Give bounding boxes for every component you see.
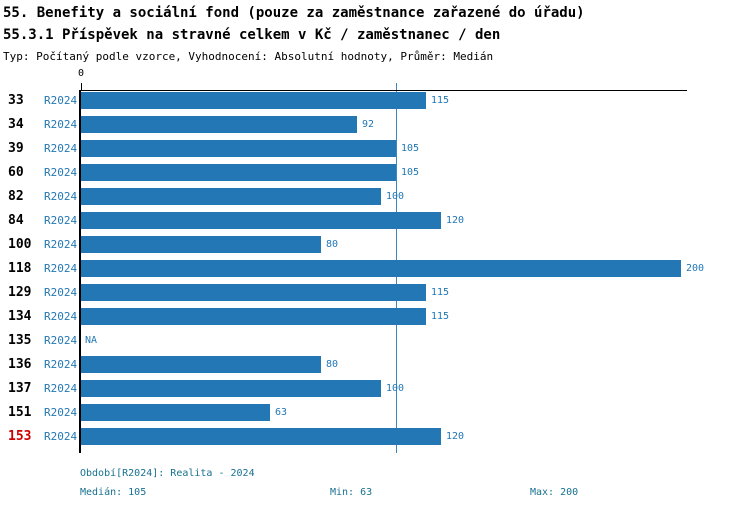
row-category-label: 151 (8, 405, 32, 420)
chart-row: 136 R2024 80 (0, 356, 750, 373)
row-value-label: 80 (326, 359, 339, 370)
footer-median: Medián: 105 (80, 487, 147, 498)
x-axis-zero-label: 0 (77, 68, 85, 79)
chart-row: 151 R2024 63 (0, 404, 750, 421)
row-series-label: R2024 (44, 406, 78, 419)
footer-min: Min: 63 (330, 487, 373, 498)
chart-row: 33 R2024 115 (0, 92, 750, 109)
row-category-label: 39 (8, 141, 24, 156)
chart-row: 135 R2024 NA (0, 332, 750, 349)
row-category-label: 136 (8, 357, 32, 372)
row-series-label: R2024 (44, 430, 78, 443)
row-category-label: 33 (8, 93, 24, 108)
bar (81, 236, 321, 253)
row-value-label: 120 (446, 431, 465, 442)
row-value-label: 100 (386, 383, 405, 394)
bar (81, 260, 681, 277)
row-series-label: R2024 (44, 166, 78, 179)
row-value-label: 200 (686, 263, 705, 274)
chart-row: 134 R2024 115 (0, 308, 750, 325)
footer-max: Max: 200 (530, 487, 579, 498)
bar (81, 380, 381, 397)
row-category-label: 134 (8, 309, 32, 324)
row-series-label: R2024 (44, 310, 78, 323)
row-category-label: 135 (8, 333, 32, 348)
bar (81, 188, 381, 205)
row-value-label: 105 (401, 167, 420, 178)
bar (81, 140, 396, 157)
row-value-label: 92 (362, 119, 375, 130)
row-value-label: 63 (275, 407, 288, 418)
chart-row: 118 R2024 200 (0, 260, 750, 277)
x-axis-zero-tick (81, 83, 82, 90)
row-category-label: 153 (8, 429, 32, 444)
row-category-label: 84 (8, 213, 24, 228)
row-value-label: 100 (386, 191, 405, 202)
row-category-label: 129 (8, 285, 32, 300)
footer-period: Období[R2024]: Realita - 2024 (80, 468, 255, 479)
chart-row: 129 R2024 115 (0, 284, 750, 301)
chart-row: 84 R2024 120 (0, 212, 750, 229)
row-series-label: R2024 (44, 214, 78, 227)
row-category-label: 60 (8, 165, 24, 180)
row-series-label: R2024 (44, 190, 78, 203)
row-value-label: 115 (431, 287, 450, 298)
report-title: 55. Benefity a sociální fond (pouze za z… (3, 5, 585, 21)
row-series-label: R2024 (44, 238, 78, 251)
row-value-label: 120 (446, 215, 465, 226)
chart-row: 34 R2024 92 (0, 116, 750, 133)
bar (81, 164, 396, 181)
chart-row: 82 R2024 100 (0, 188, 750, 205)
row-category-label: 82 (8, 189, 24, 204)
chart-row: 137 R2024 100 (0, 380, 750, 397)
bar (81, 404, 270, 421)
row-value-label: 115 (431, 95, 450, 106)
bar (81, 116, 357, 133)
row-category-label: 137 (8, 381, 32, 396)
bar (81, 284, 426, 301)
bar (81, 212, 441, 229)
row-value-label: 80 (326, 239, 339, 250)
row-category-label: 34 (8, 117, 24, 132)
row-category-label: 118 (8, 261, 32, 276)
bar (81, 308, 426, 325)
row-category-label: 100 (8, 237, 32, 252)
row-series-label: R2024 (44, 262, 78, 275)
chart-row: 60 R2024 105 (0, 164, 750, 181)
row-value-label: 105 (401, 143, 420, 154)
row-series-label: R2024 (44, 142, 78, 155)
chart-row: 39 R2024 105 (0, 140, 750, 157)
row-series-label: R2024 (44, 358, 78, 371)
row-na-label: NA (85, 335, 98, 346)
row-series-label: R2024 (44, 94, 78, 107)
bar (81, 92, 426, 109)
row-series-label: R2024 (44, 118, 78, 131)
row-value-label: 115 (431, 311, 450, 322)
bar (81, 428, 441, 445)
indicator-title: 55.3.1 Příspěvek na stravné celkem v Kč … (3, 27, 501, 43)
chart-row: 100 R2024 80 (0, 236, 750, 253)
y-axis-line (79, 90, 81, 453)
row-series-label: R2024 (44, 334, 78, 347)
chart-row: 153 R2024 120 (0, 428, 750, 445)
bar (81, 356, 321, 373)
row-series-label: R2024 (44, 286, 78, 299)
x-axis-line (81, 90, 687, 91)
row-series-label: R2024 (44, 382, 78, 395)
indicator-meta: Typ: Počítaný podle vzorce, Vyhodnocení:… (3, 50, 494, 63)
